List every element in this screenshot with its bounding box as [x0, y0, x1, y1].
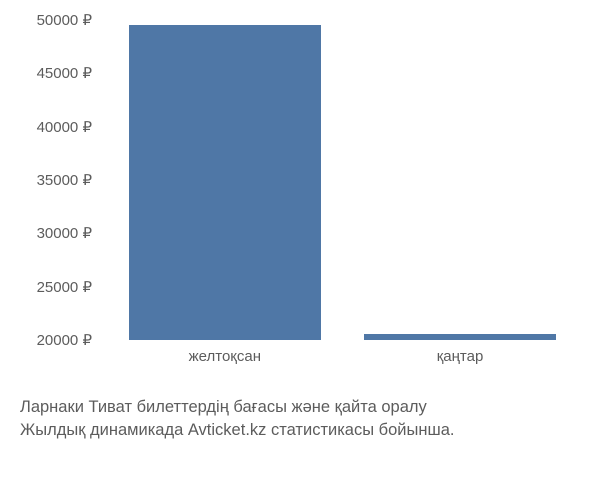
y-tick-label: 45000 ₽ [37, 64, 92, 82]
price-chart: 50000 ₽ 45000 ₽ 40000 ₽ 35000 ₽ 30000 ₽ … [20, 20, 580, 380]
y-tick-label: 40000 ₽ [37, 118, 92, 136]
caption-line-1: Ларнаки Тиват билеттердің бағасы және қа… [20, 398, 427, 416]
x-tick-label: қаңтар [437, 348, 484, 365]
bar [364, 334, 556, 340]
caption-line-2: Жылдық динамикада Avticket.kz статистика… [20, 421, 455, 439]
y-tick-label: 30000 ₽ [37, 224, 92, 242]
x-tick-label: желтоқсан [189, 348, 261, 365]
chart-caption: Ларнаки Тиват билеттердің бағасы және қа… [20, 396, 580, 442]
plot-area [100, 20, 580, 340]
y-tick-label: 25000 ₽ [37, 278, 92, 296]
x-axis: желтоқсан қаңтар [100, 348, 580, 378]
y-tick-label: 35000 ₽ [37, 171, 92, 189]
y-tick-label: 20000 ₽ [37, 331, 92, 349]
bar [129, 25, 321, 340]
y-tick-label: 50000 ₽ [37, 11, 92, 29]
y-axis: 50000 ₽ 45000 ₽ 40000 ₽ 35000 ₽ 30000 ₽ … [20, 20, 100, 340]
